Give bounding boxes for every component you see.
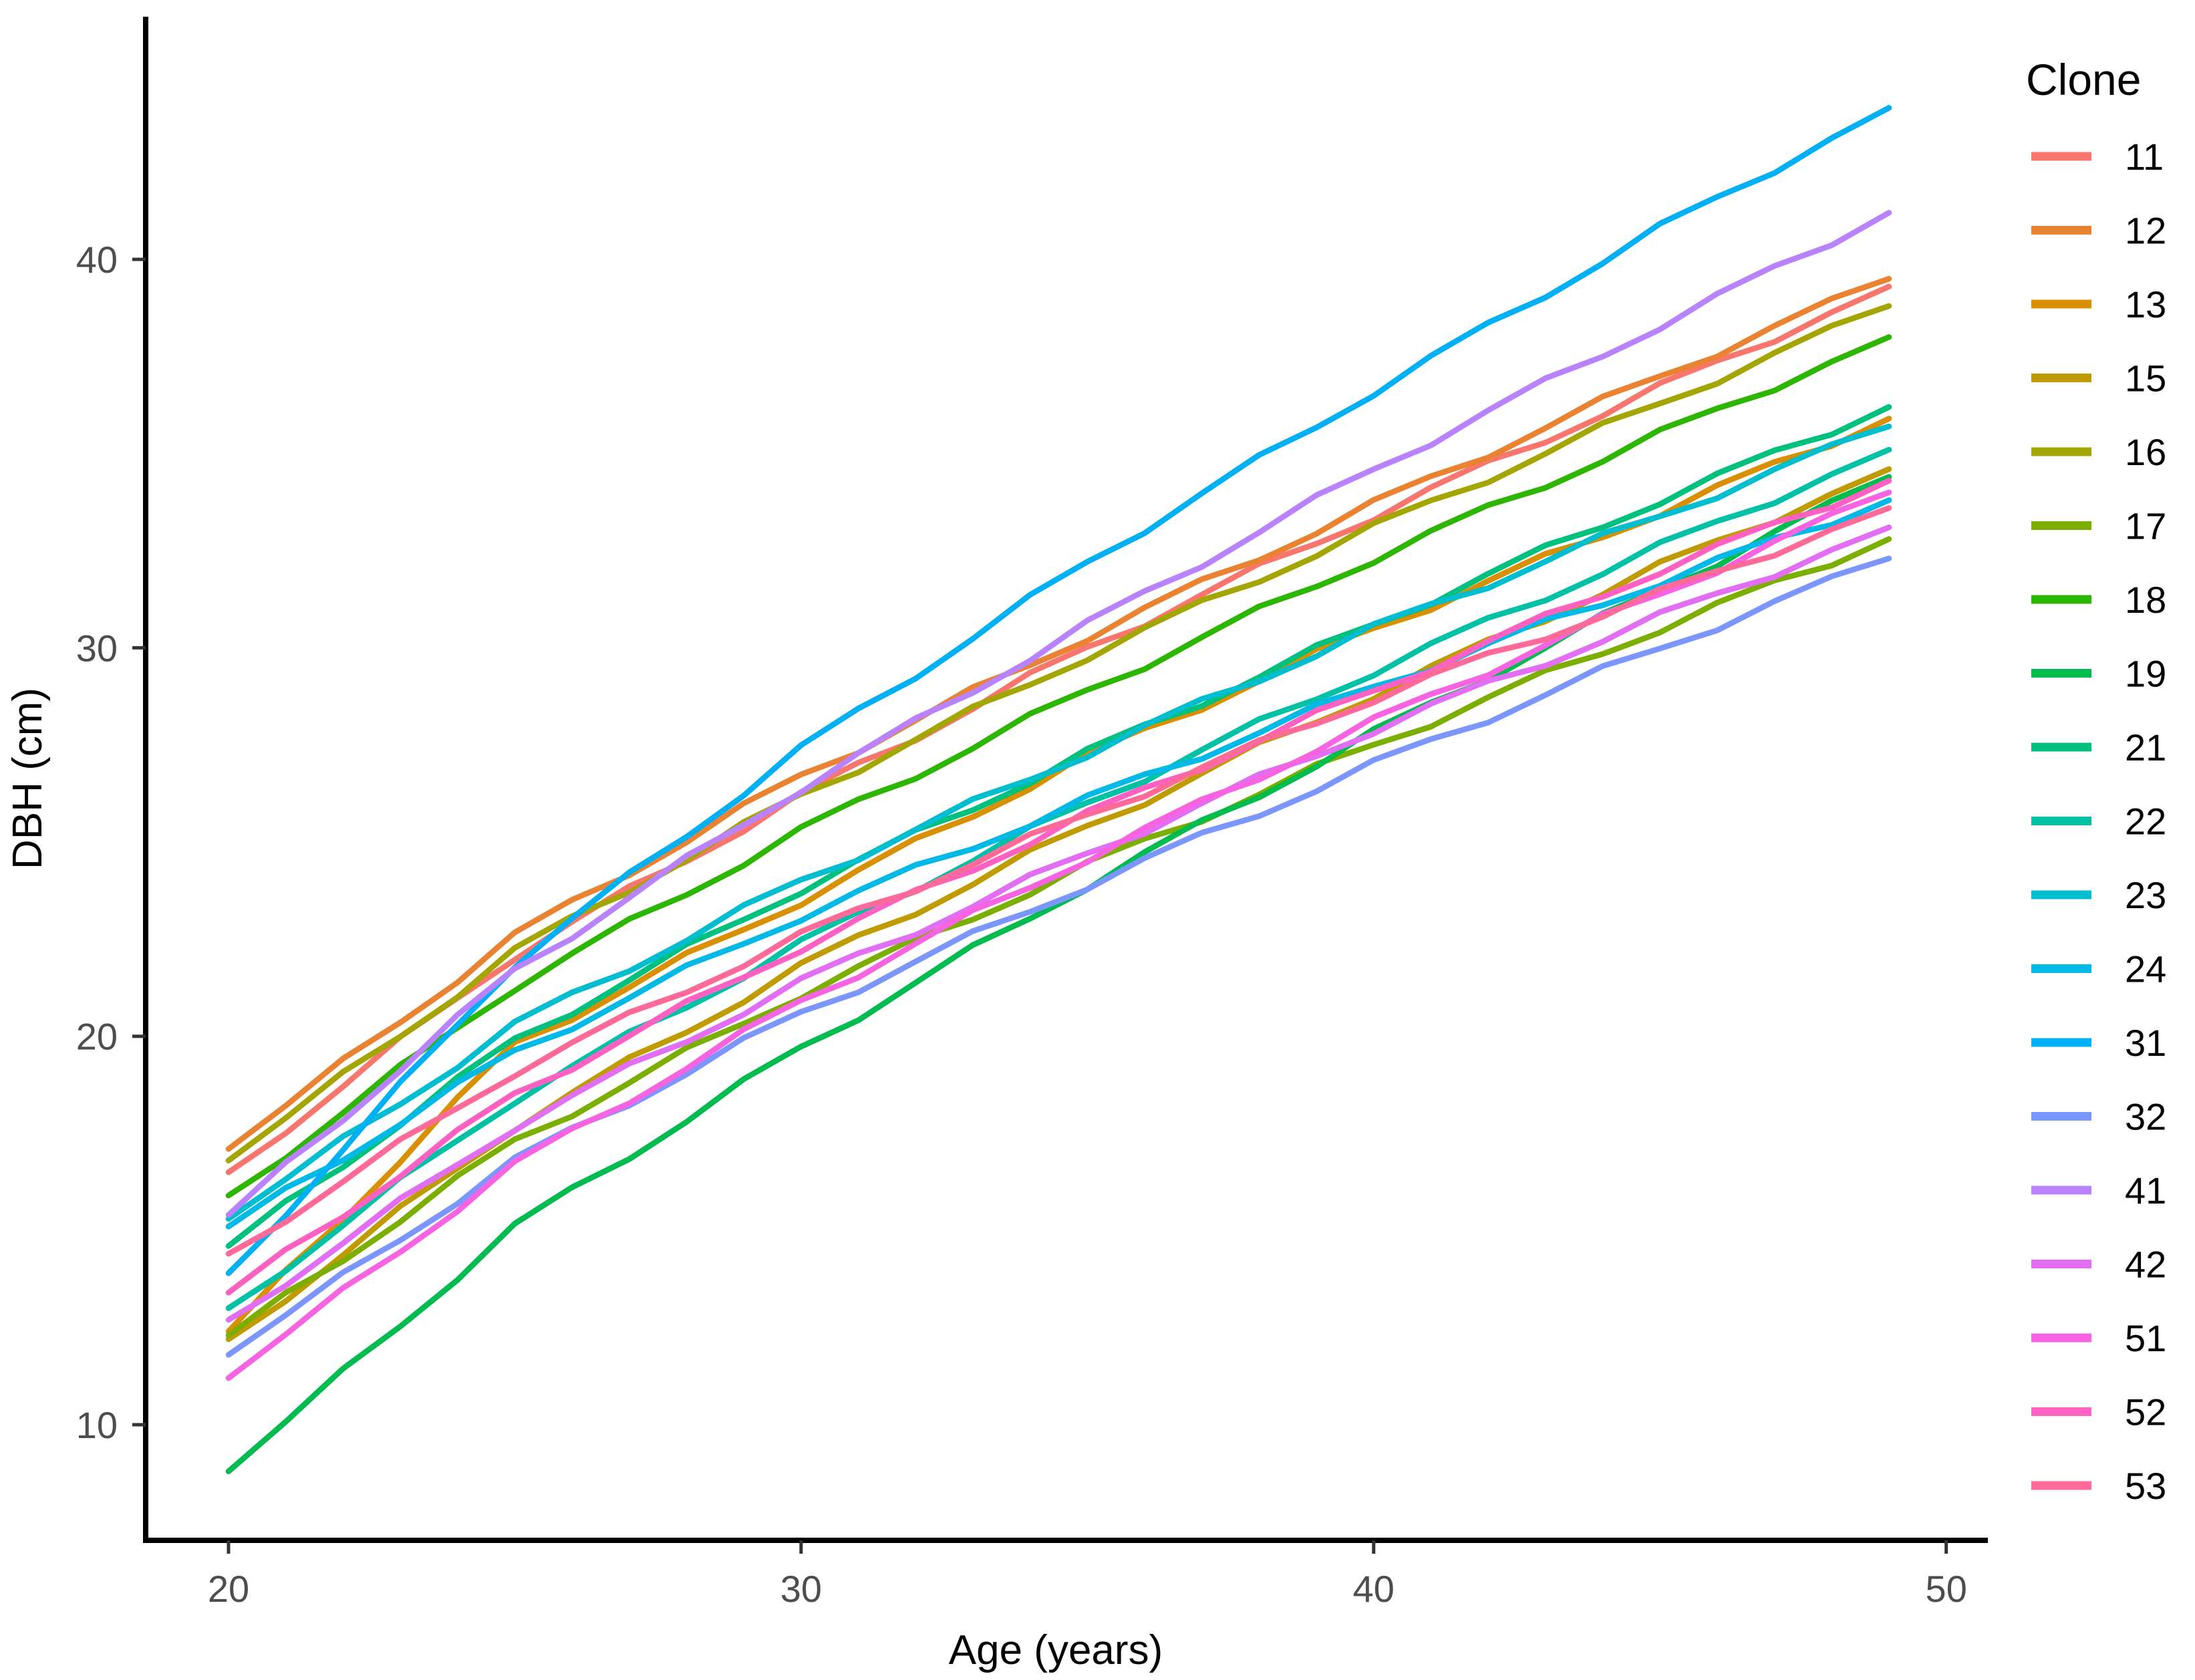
x-tick-label-40: 40 [1353, 1568, 1395, 1610]
series-line-53 [225, 505, 1892, 1257]
series-line-32 [225, 555, 1892, 1358]
legend-label-12: 12 [2125, 210, 2166, 252]
series-lines [225, 105, 1892, 1475]
series-line-42 [225, 524, 1892, 1323]
legend-label-15: 15 [2125, 358, 2166, 400]
legend-label-32: 32 [2125, 1096, 2166, 1138]
series-line-22 [225, 446, 1892, 1311]
axes: 20 30 40 50 10 20 30 40 [76, 17, 1988, 1610]
legend-label-42: 42 [2125, 1244, 2166, 1286]
series-line-16 [225, 303, 1892, 1163]
series-line-41 [225, 210, 1892, 1218]
legend-label-11: 11 [2125, 136, 2164, 178]
series-line-24 [225, 497, 1892, 1230]
series-line-23 [225, 423, 1892, 1222]
legend-label-18: 18 [2125, 579, 2166, 621]
legend-label-22: 22 [2125, 801, 2166, 843]
legend-label-41: 41 [2125, 1169, 2166, 1212]
legend-label-17: 17 [2125, 505, 2166, 547]
y-tick-label-10: 10 [76, 1404, 118, 1446]
legend-label-24: 24 [2125, 948, 2166, 990]
series-line-11 [225, 283, 1892, 1175]
legend: 11 12 13 15 16 17 18 19 21 22 23 24 31 32 41 42 51 52 53 [2031, 136, 2166, 1507]
legend-title: Clone [2026, 55, 2141, 104]
legend-label-21: 21 [2125, 726, 2166, 768]
legend-label-53: 53 [2125, 1465, 2166, 1507]
series-line-18 [225, 334, 1892, 1199]
y-tick-label-30: 30 [76, 627, 118, 669]
series-line-19 [225, 474, 1892, 1475]
y-tick-label-40: 40 [76, 239, 118, 281]
legend-label-23: 23 [2125, 874, 2166, 916]
legend-label-52: 52 [2125, 1391, 2166, 1433]
legend-label-13: 13 [2125, 283, 2166, 325]
legend-label-51: 51 [2125, 1317, 2166, 1359]
x-tick-label-20: 20 [208, 1568, 249, 1610]
series-line-52 [225, 478, 1892, 1296]
legend-label-19: 19 [2125, 653, 2166, 695]
legend-label-31: 31 [2125, 1022, 2166, 1064]
x-axis-title: Age (years) [949, 1627, 1163, 1673]
legend-label-16: 16 [2125, 431, 2166, 473]
x-tick-label-30: 30 [780, 1568, 822, 1610]
series-line-12 [225, 275, 1892, 1152]
x-tick-label-50: 50 [1926, 1568, 1967, 1610]
y-tick-label-20: 20 [76, 1016, 118, 1058]
y-axis-title: DBH (cm) [5, 688, 51, 869]
